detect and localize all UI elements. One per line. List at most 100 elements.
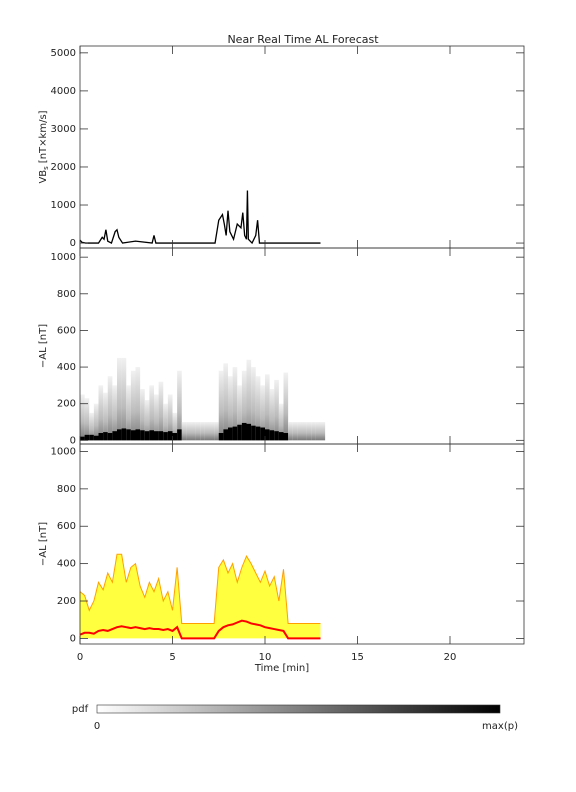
pdf-column — [311, 422, 316, 441]
pdf-column — [154, 394, 159, 441]
y-tick-label: 1000 — [51, 200, 76, 211]
y-tick-label: 0 — [70, 633, 76, 644]
pdf-core — [265, 429, 270, 441]
vbs-line — [79, 190, 321, 245]
y-tick-label: 800 — [57, 484, 76, 495]
pdf-column — [186, 422, 191, 441]
pdf-column — [172, 412, 178, 441]
pdf-column — [167, 394, 173, 441]
y-tick-label: 1000 — [51, 446, 76, 457]
panel-frame — [79, 45, 525, 249]
pdf-core — [283, 433, 289, 441]
colorbar — [96, 704, 501, 714]
pdf-column — [117, 357, 122, 441]
pdf-column — [191, 422, 196, 441]
pdf-core — [126, 429, 131, 441]
pdf-core — [144, 431, 150, 441]
y-tick-label: 2000 — [51, 162, 76, 173]
pdf-core — [117, 429, 122, 441]
pdf-column — [93, 403, 99, 441]
pdf-column — [126, 385, 131, 441]
y-tick-label: 200 — [57, 399, 76, 410]
pdf-column — [241, 370, 247, 441]
band-area — [80, 554, 321, 639]
pdf-column — [130, 370, 136, 441]
pdf-core — [84, 434, 90, 441]
y-tick-label: 600 — [57, 521, 76, 532]
x-tick-label: 0 — [77, 652, 83, 663]
pdf-column — [144, 400, 150, 441]
pdf-core — [228, 427, 233, 441]
pdf-column — [204, 422, 210, 441]
pdf-column — [297, 422, 302, 441]
pdf-core — [251, 425, 256, 441]
y-axis-label-main: VB — [38, 170, 49, 184]
pdf-column — [228, 376, 233, 441]
y-axis-label: −AL [nT] — [38, 522, 49, 566]
pdf-column — [135, 367, 141, 441]
pdf-column — [214, 422, 219, 441]
pdf-core — [167, 431, 173, 441]
median-line — [79, 619, 321, 640]
pdf-core — [246, 423, 252, 441]
pdf-core — [98, 433, 104, 441]
pdf-core — [121, 428, 127, 441]
y-tick-label: 0 — [70, 238, 76, 249]
y-axis-label-main: −AL [nT] — [38, 324, 49, 368]
pdf-column — [232, 367, 238, 441]
pdf-column — [274, 379, 279, 441]
colorbar-max: max(p) — [482, 721, 518, 732]
y-axis-label-main: −AL [nT] — [38, 522, 49, 566]
pdf-core — [172, 433, 178, 441]
y-tick-label: 800 — [57, 289, 76, 300]
pdf-column — [98, 385, 104, 441]
pdf-column — [80, 394, 85, 441]
pdf-column — [112, 385, 117, 441]
y-tick-label: 3000 — [51, 124, 76, 135]
pdf-column — [237, 385, 242, 441]
pdf-core — [140, 430, 145, 441]
pdf-column — [163, 403, 168, 441]
pdf-core — [255, 426, 261, 441]
pdf-column — [209, 422, 215, 441]
pdf-column — [181, 422, 187, 441]
pdf-core — [223, 429, 228, 441]
pdf-core — [112, 431, 117, 441]
pdf-column — [302, 422, 307, 441]
chart-title: Near Real Time AL Forecast — [227, 33, 379, 46]
pdf-column — [292, 422, 298, 441]
y-axis-label: VBs [nT×km/s] — [38, 110, 50, 183]
pdf-core — [158, 431, 164, 441]
x-tick-label: 5 — [169, 652, 175, 663]
pdf-core — [130, 430, 136, 441]
pdf-core — [232, 426, 238, 441]
pdf-core — [89, 434, 94, 441]
pdf-column — [288, 422, 293, 441]
pdf-column — [149, 385, 154, 441]
x-tick-label: 15 — [351, 652, 364, 663]
pdf-core — [107, 433, 113, 441]
pdf-core — [135, 429, 141, 441]
pdf-column — [107, 376, 113, 441]
pdf-column — [246, 359, 252, 441]
pdf-core — [237, 424, 242, 441]
pdf-core — [278, 432, 284, 441]
pdf-column — [306, 422, 312, 441]
colorbar-min: 0 — [94, 721, 100, 732]
pdf-core — [218, 433, 224, 441]
pdf-column — [103, 392, 108, 441]
pdf-column — [158, 381, 164, 441]
pdf-column — [195, 422, 201, 441]
pdf-core — [177, 429, 182, 441]
pdf-core — [269, 430, 275, 441]
pdf-column — [177, 370, 182, 441]
pdf-column — [255, 376, 261, 441]
pdf-core — [241, 422, 247, 441]
panel-frame — [79, 443, 525, 645]
y-axis-label-unit: [nT×km/s] — [38, 110, 49, 163]
y-tick-label: 200 — [57, 596, 76, 607]
y-tick-label: 600 — [57, 325, 76, 336]
y-tick-label: 1000 — [51, 252, 76, 263]
pdf-column — [84, 398, 90, 441]
